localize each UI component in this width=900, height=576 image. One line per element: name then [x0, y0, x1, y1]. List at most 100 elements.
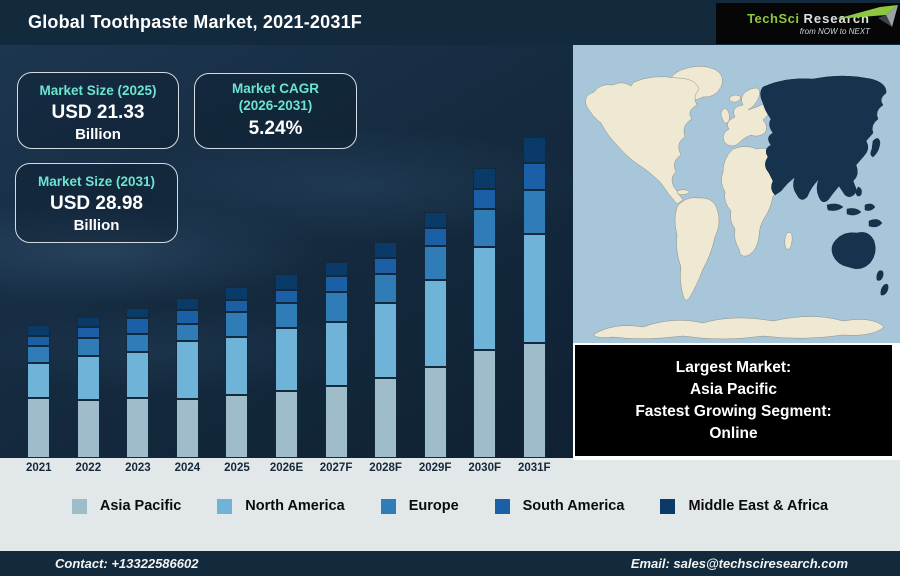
bar-stack [76, 317, 100, 458]
bar-segment-south-america[interactable] [175, 310, 199, 324]
bar-segment-middle-east-africa[interactable] [324, 262, 348, 276]
bar-segment-middle-east-africa[interactable] [473, 168, 497, 189]
bar-segment-europe[interactable] [76, 338, 100, 356]
bar-segment-north-america[interactable] [27, 363, 51, 398]
legend-item-north-america: North America [217, 498, 345, 514]
x-axis-label-2022: 2022 [75, 462, 102, 474]
bar-column-2021 [14, 325, 64, 458]
x-axis-label-2031F: 2031F [517, 462, 551, 474]
bar-segment-europe[interactable] [423, 246, 447, 280]
bar-segment-south-america[interactable] [27, 336, 51, 346]
bar-segment-north-america[interactable] [473, 247, 497, 350]
bar-segment-north-america[interactable] [374, 303, 398, 378]
legend-swatch-south-america [494, 498, 510, 514]
card-value: USD 21.33 [51, 102, 145, 123]
bar-segment-europe[interactable] [175, 324, 199, 341]
bar-stack [324, 262, 348, 458]
title-bar: Global Toothpaste Market, 2021-2031F Tec… [0, 0, 900, 45]
x-axis-label-2028F: 2028F [369, 462, 402, 474]
bar-stack [522, 137, 546, 458]
x-axis-label-2021: 2021 [25, 462, 52, 474]
bar-segment-europe[interactable] [225, 312, 249, 337]
legend-swatch-asia-pacific [71, 498, 87, 514]
bar-segment-asia-pacific[interactable] [225, 395, 249, 458]
bar-segment-middle-east-africa[interactable] [126, 308, 150, 318]
x-axis-label-2030F: 2030F [468, 462, 501, 474]
bar-segment-north-america[interactable] [275, 328, 298, 391]
bar-segment-middle-east-africa[interactable] [275, 274, 298, 290]
bar-segment-europe[interactable] [522, 190, 546, 234]
info-line: Largest Market: [675, 358, 792, 376]
bar-segment-middle-east-africa[interactable] [522, 137, 546, 163]
legend-label-middle-east-africa: Middle East & Africa [688, 498, 829, 514]
bar-segment-europe[interactable] [27, 346, 51, 363]
bar-column-2031F [509, 137, 559, 458]
bar-stack [126, 308, 150, 458]
bar-segment-middle-east-africa[interactable] [27, 325, 51, 336]
bar-segment-north-america[interactable] [126, 352, 150, 398]
bar-segment-south-america[interactable] [225, 300, 249, 312]
bar-segment-north-america[interactable] [522, 234, 546, 343]
bar-segment-asia-pacific[interactable] [473, 350, 497, 458]
bar-segment-middle-east-africa[interactable] [423, 212, 447, 228]
bar-segment-asia-pacific[interactable] [27, 398, 51, 458]
card-unit: Billion [73, 217, 120, 234]
bar-segment-asia-pacific[interactable] [175, 399, 199, 458]
bar-segment-europe[interactable] [473, 209, 497, 247]
bar-segment-south-america[interactable] [473, 189, 497, 209]
bar-segment-asia-pacific[interactable] [374, 378, 398, 458]
bar-segment-south-america[interactable] [423, 228, 447, 246]
x-axis-label-2023: 2023 [125, 462, 151, 474]
bar-segment-south-america[interactable] [522, 163, 546, 190]
legend-swatch-middle-east-africa [660, 498, 676, 514]
bar-stack [225, 287, 249, 458]
bar-column-2026E [262, 274, 312, 458]
card-label: Market Size (2025) [39, 83, 157, 98]
bar-segment-asia-pacific[interactable] [76, 400, 100, 458]
bar-segment-south-america[interactable] [275, 290, 298, 303]
card-value: USD 28.98 [50, 193, 143, 214]
bar-segment-south-america[interactable] [126, 318, 150, 334]
bar-segment-europe[interactable] [275, 303, 298, 328]
bar-segment-north-america[interactable] [225, 337, 249, 395]
bar-segment-south-america[interactable] [324, 276, 348, 292]
bar-segment-south-america[interactable] [374, 258, 398, 274]
bar-segment-north-america[interactable] [76, 356, 100, 400]
logo-arrow-icon [836, 5, 898, 27]
bottom-strip: 2021 2022 2023 2024 2025 2026E 2027F 2028F 2029F… [0, 458, 900, 551]
card-unit: Billion [75, 126, 121, 143]
footer-bar: Contact: +13322586602 Email: sales@techs… [0, 551, 900, 576]
page-title: Global Toothpaste Market, 2021-2031F [28, 12, 362, 32]
bar-segment-middle-east-africa[interactable] [225, 287, 249, 300]
bar-stack [27, 325, 51, 458]
bar-column-2024 [163, 298, 213, 458]
bar-segment-asia-pacific[interactable] [126, 398, 150, 458]
bars [0, 45, 573, 458]
bar-segment-south-america[interactable] [76, 327, 100, 338]
card-label: Market Size (2031) [37, 174, 156, 189]
bar-segment-asia-pacific[interactable] [522, 343, 546, 458]
card-value: 5.24% [248, 118, 303, 139]
legend-item-europe: Europe [380, 498, 459, 514]
bar-segment-asia-pacific[interactable] [324, 386, 348, 458]
bar-stack [275, 274, 298, 458]
card-label: (2026-2031) [238, 98, 313, 113]
bar-segment-europe[interactable] [126, 334, 150, 352]
bar-segment-north-america[interactable] [324, 322, 348, 386]
bar-segment-europe[interactable] [374, 274, 398, 303]
chart-legend: Asia Pacific North America Europe South Ame… [0, 498, 900, 514]
bar-segment-middle-east-africa[interactable] [175, 298, 199, 310]
bar-segment-asia-pacific[interactable] [423, 367, 447, 458]
bar-segment-north-america[interactable] [175, 341, 199, 399]
bar-segment-north-america[interactable] [423, 280, 447, 367]
info-box-frame: Largest Market: Asia Pacific Fastest Gro… [573, 343, 900, 460]
bar-segment-middle-east-africa[interactable] [374, 242, 398, 258]
largest-market-info-box: Largest Market: Asia Pacific Fastest Gro… [575, 345, 892, 456]
bar-segment-europe[interactable] [324, 292, 348, 322]
contact-phone: Contact: +13322586602 [55, 556, 199, 571]
legend-item-south-america: South America [494, 498, 624, 514]
market-cagr-card: Market CAGR (2026-2031) 5.24% [194, 73, 357, 149]
bar-segment-middle-east-africa[interactable] [76, 317, 100, 327]
bar-segment-asia-pacific[interactable] [275, 391, 298, 458]
